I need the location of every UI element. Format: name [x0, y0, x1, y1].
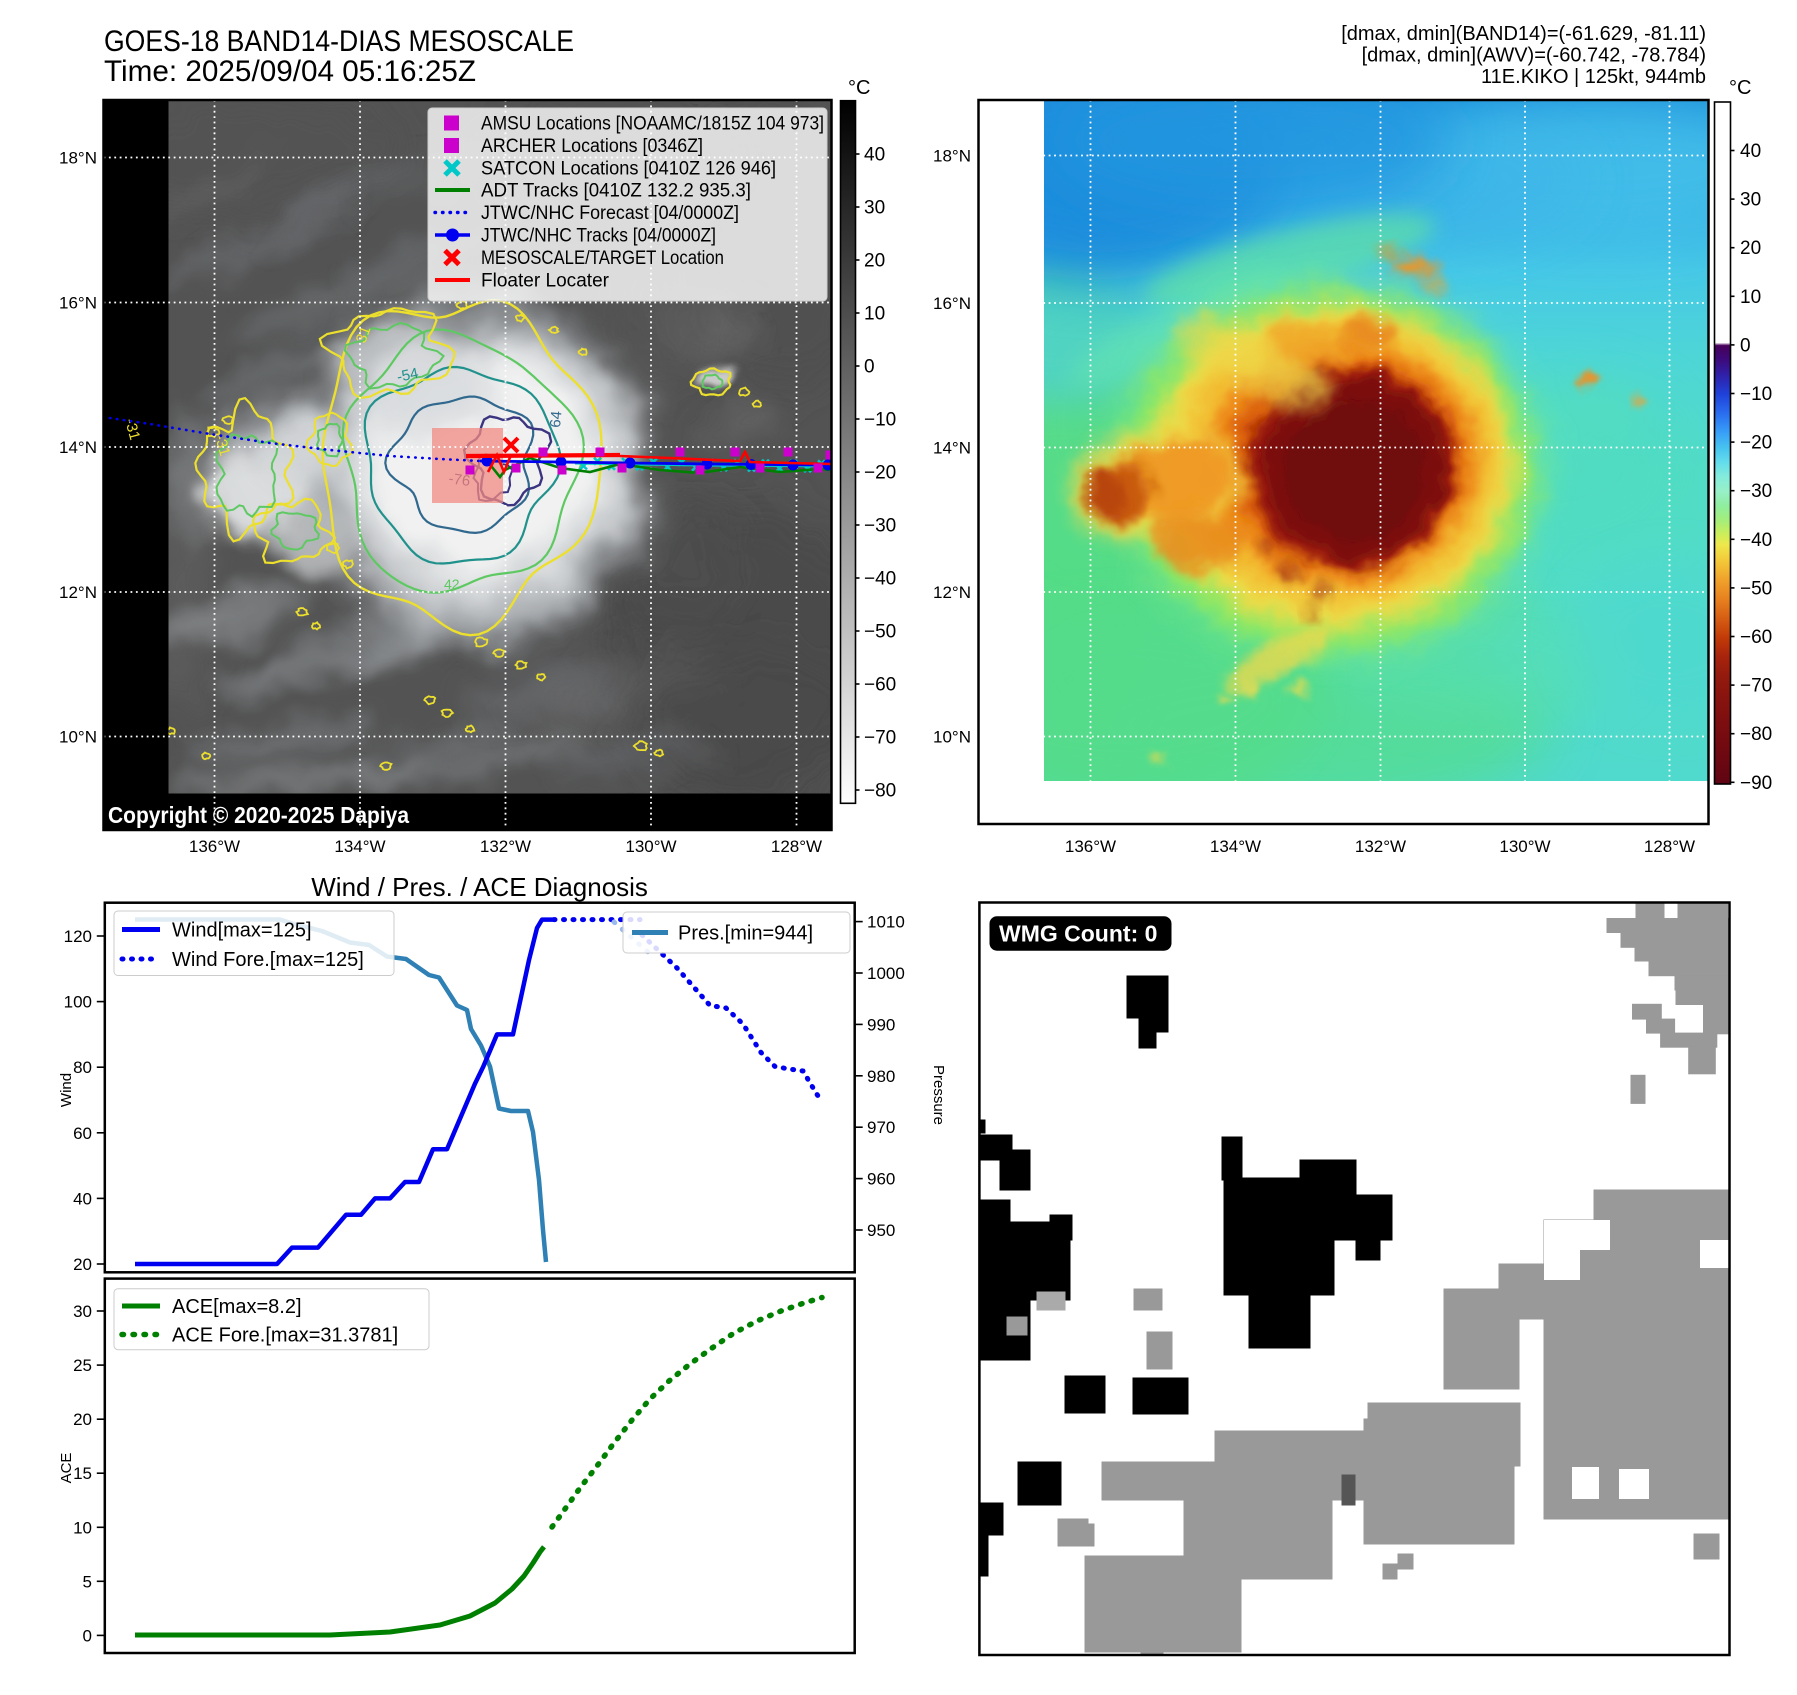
svg-text:120: 120	[64, 927, 92, 946]
svg-text:ACE: ACE	[58, 1453, 75, 1484]
svg-text:ADT Tracks [0410Z 132.2 935.3]: ADT Tracks [0410Z 132.2 935.3]	[481, 181, 751, 202]
svg-text:960: 960	[867, 1170, 895, 1189]
svg-text:−10: −10	[864, 410, 896, 431]
svg-text:Wind / Pres. / ACE Diagnosis: Wind / Pres. / ACE Diagnosis	[311, 872, 648, 902]
svg-text:128°W: 128°W	[771, 837, 822, 856]
svg-text:40: 40	[1740, 141, 1761, 162]
svg-text:Time: 2025/09/04 05:16:25Z: Time: 2025/09/04 05:16:25Z	[104, 55, 476, 88]
svg-text:[dmax, dmin](AWV)=(-60.742, -7: [dmax, dmin](AWV)=(-60.742, -78.784)	[1362, 45, 1706, 67]
svg-text:−60: −60	[1740, 627, 1772, 648]
svg-text:20: 20	[73, 1255, 92, 1274]
svg-text:0: 0	[864, 357, 875, 378]
svg-text:SATCON Locations [0410Z 126 94: SATCON Locations [0410Z 126 946]	[481, 159, 776, 180]
svg-text:64: 64	[547, 410, 565, 428]
svg-text:10: 10	[1740, 287, 1761, 308]
svg-text:1010: 1010	[867, 913, 905, 932]
svg-text:−10: −10	[1740, 384, 1772, 405]
svg-text:−80: −80	[864, 781, 896, 802]
svg-text:−60: −60	[864, 675, 896, 696]
svg-text:0: 0	[83, 1626, 92, 1645]
svg-text:20: 20	[864, 251, 885, 272]
svg-text:80: 80	[73, 1058, 92, 1077]
svg-text:12°N: 12°N	[933, 583, 971, 602]
svg-text:40: 40	[864, 145, 885, 166]
svg-text:−50: −50	[864, 622, 896, 643]
svg-text:132°W: 132°W	[1355, 837, 1406, 856]
svg-text:−30: −30	[864, 516, 896, 537]
svg-text:31: 31	[353, 324, 375, 345]
svg-text:980: 980	[867, 1067, 895, 1086]
svg-text:1000: 1000	[867, 964, 905, 983]
svg-text:16°N: 16°N	[59, 294, 97, 313]
svg-text:−70: −70	[1740, 676, 1772, 697]
svg-text:5: 5	[83, 1572, 92, 1591]
svg-text:−30: −30	[1740, 481, 1772, 502]
svg-text:Wind Fore.[max=125]: Wind Fore.[max=125]	[172, 949, 364, 971]
svg-text:−40: −40	[1740, 530, 1772, 551]
svg-text:16°N: 16°N	[933, 294, 971, 313]
svg-text:14°N: 14°N	[933, 439, 971, 458]
svg-text:20: 20	[73, 1410, 92, 1429]
svg-text:−90: −90	[1740, 773, 1772, 794]
svg-text:JTWC/NHC Forecast [04/0000Z]: JTWC/NHC Forecast [04/0000Z]	[481, 203, 739, 224]
svg-text:990: 990	[867, 1015, 895, 1034]
svg-text:−40: −40	[864, 569, 896, 590]
svg-text:134°W: 134°W	[334, 837, 385, 856]
svg-text:AMSU Locations [NOAAMC/1815Z 1: AMSU Locations [NOAAMC/1815Z 104 973]	[481, 114, 824, 135]
svg-text:11E.KIKO | 125kt, 944mb: 11E.KIKO | 125kt, 944mb	[1481, 66, 1706, 88]
svg-text:°C: °C	[1729, 77, 1751, 99]
svg-text:40: 40	[73, 1189, 92, 1208]
svg-text:0: 0	[1740, 335, 1751, 356]
svg-text:132°W: 132°W	[480, 837, 531, 856]
svg-text:15: 15	[73, 1464, 92, 1483]
svg-text:−20: −20	[864, 463, 896, 484]
svg-text:JTWC/NHC Tracks [04/0000Z]: JTWC/NHC Tracks [04/0000Z]	[481, 226, 716, 247]
svg-text:20: 20	[1740, 238, 1761, 259]
svg-text:25: 25	[73, 1356, 92, 1375]
svg-text:ARCHER Locations [0346Z]: ARCHER Locations [0346Z]	[481, 136, 703, 157]
svg-text:10: 10	[73, 1518, 92, 1537]
svg-text:Floater Locater: Floater Locater	[481, 271, 610, 292]
svg-text:MESOSCALE/TARGET Location: MESOSCALE/TARGET Location	[481, 248, 724, 269]
svg-text:130°W: 130°W	[1499, 837, 1550, 856]
svg-text:10: 10	[864, 304, 885, 325]
svg-text:130°W: 130°W	[625, 837, 676, 856]
svg-text:30: 30	[73, 1302, 92, 1321]
svg-text:42: 42	[444, 576, 460, 592]
svg-text:100: 100	[64, 993, 92, 1012]
svg-text:Wind[max=125]: Wind[max=125]	[172, 920, 312, 942]
svg-text:128°W: 128°W	[1644, 837, 1695, 856]
svg-text:GOES-18 BAND14-DIAS MESOSCALE: GOES-18 BAND14-DIAS MESOSCALE	[104, 25, 574, 58]
svg-text:Pressure: Pressure	[930, 1065, 947, 1125]
svg-text:60: 60	[73, 1124, 92, 1143]
svg-text:Wind: Wind	[58, 1073, 75, 1107]
svg-text:°C: °C	[848, 77, 870, 99]
svg-text:-54: -54	[395, 365, 420, 386]
svg-text:[dmax, dmin](BAND14)=(-61.629,: [dmax, dmin](BAND14)=(-61.629, -81.11)	[1341, 23, 1706, 45]
svg-text:18°N: 18°N	[933, 147, 971, 166]
svg-text:10°N: 10°N	[59, 728, 97, 747]
svg-text:134°W: 134°W	[1210, 837, 1261, 856]
svg-text:10°N: 10°N	[933, 728, 971, 747]
svg-text:−80: −80	[1740, 724, 1772, 745]
svg-text:ACE Fore.[max=31.3781]: ACE Fore.[max=31.3781]	[172, 1325, 398, 1347]
svg-text:136°W: 136°W	[1065, 837, 1116, 856]
svg-text:ACE[max=8.2]: ACE[max=8.2]	[172, 1296, 302, 1318]
svg-text:−50: −50	[1740, 578, 1772, 599]
svg-text:−20: −20	[1740, 433, 1772, 454]
svg-text:-31: -31	[211, 433, 233, 458]
svg-text:WMG Count: 0: WMG Count: 0	[999, 921, 1157, 947]
svg-text:30: 30	[864, 198, 885, 219]
svg-text:Pres.[min=944]: Pres.[min=944]	[678, 923, 813, 945]
svg-text:Copyright © 2020-2025 Dapiya: Copyright © 2020-2025 Dapiya	[108, 802, 409, 828]
svg-text:−70: −70	[864, 728, 896, 749]
svg-text:14°N: 14°N	[59, 438, 97, 457]
svg-text:950: 950	[867, 1221, 895, 1240]
svg-text:970: 970	[867, 1118, 895, 1137]
svg-text:30: 30	[1740, 190, 1761, 211]
svg-text:136°W: 136°W	[189, 837, 240, 856]
svg-text:18°N: 18°N	[59, 149, 97, 168]
svg-text:12°N: 12°N	[59, 583, 97, 602]
